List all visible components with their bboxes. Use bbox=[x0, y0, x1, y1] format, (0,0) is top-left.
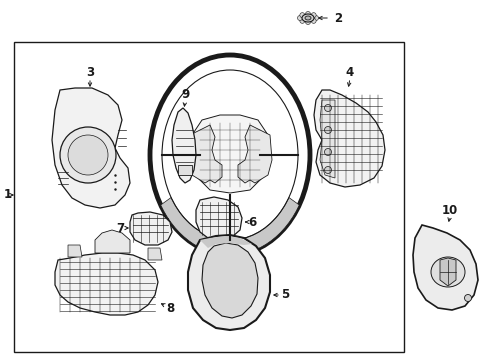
Circle shape bbox=[68, 135, 108, 175]
Polygon shape bbox=[148, 248, 162, 260]
Polygon shape bbox=[187, 125, 222, 183]
Polygon shape bbox=[52, 88, 130, 208]
Circle shape bbox=[324, 104, 331, 112]
Polygon shape bbox=[187, 235, 269, 330]
Circle shape bbox=[310, 18, 316, 23]
Polygon shape bbox=[202, 243, 258, 318]
Polygon shape bbox=[55, 253, 158, 315]
Text: 2: 2 bbox=[333, 12, 342, 24]
Polygon shape bbox=[412, 225, 477, 310]
Polygon shape bbox=[95, 230, 130, 253]
Ellipse shape bbox=[302, 14, 313, 22]
Polygon shape bbox=[172, 108, 196, 183]
Text: 1: 1 bbox=[4, 189, 12, 202]
Bar bbox=[178, 165, 192, 175]
Polygon shape bbox=[196, 197, 242, 240]
Circle shape bbox=[324, 148, 331, 156]
Circle shape bbox=[464, 294, 470, 302]
Circle shape bbox=[297, 15, 302, 21]
Text: 7: 7 bbox=[116, 221, 124, 234]
Text: 10: 10 bbox=[441, 203, 457, 216]
Polygon shape bbox=[68, 245, 82, 257]
Polygon shape bbox=[130, 212, 172, 245]
Polygon shape bbox=[190, 115, 269, 193]
Polygon shape bbox=[200, 236, 251, 248]
Circle shape bbox=[299, 13, 304, 18]
Circle shape bbox=[299, 18, 304, 23]
Bar bbox=[14, 42, 403, 352]
Circle shape bbox=[324, 126, 331, 134]
Text: 5: 5 bbox=[280, 288, 288, 302]
Circle shape bbox=[313, 15, 318, 21]
Polygon shape bbox=[161, 198, 299, 255]
Ellipse shape bbox=[305, 16, 310, 20]
Text: 8: 8 bbox=[165, 302, 174, 315]
Circle shape bbox=[324, 166, 331, 174]
Polygon shape bbox=[313, 90, 384, 187]
Circle shape bbox=[305, 12, 310, 17]
Circle shape bbox=[310, 13, 316, 18]
Text: 9: 9 bbox=[181, 89, 189, 102]
Circle shape bbox=[60, 127, 116, 183]
Polygon shape bbox=[319, 100, 334, 178]
Circle shape bbox=[305, 19, 310, 24]
Polygon shape bbox=[238, 125, 271, 183]
Ellipse shape bbox=[430, 257, 464, 287]
Text: 6: 6 bbox=[247, 216, 256, 229]
Text: 3: 3 bbox=[86, 66, 94, 78]
Text: 4: 4 bbox=[345, 66, 353, 78]
Polygon shape bbox=[439, 258, 455, 286]
